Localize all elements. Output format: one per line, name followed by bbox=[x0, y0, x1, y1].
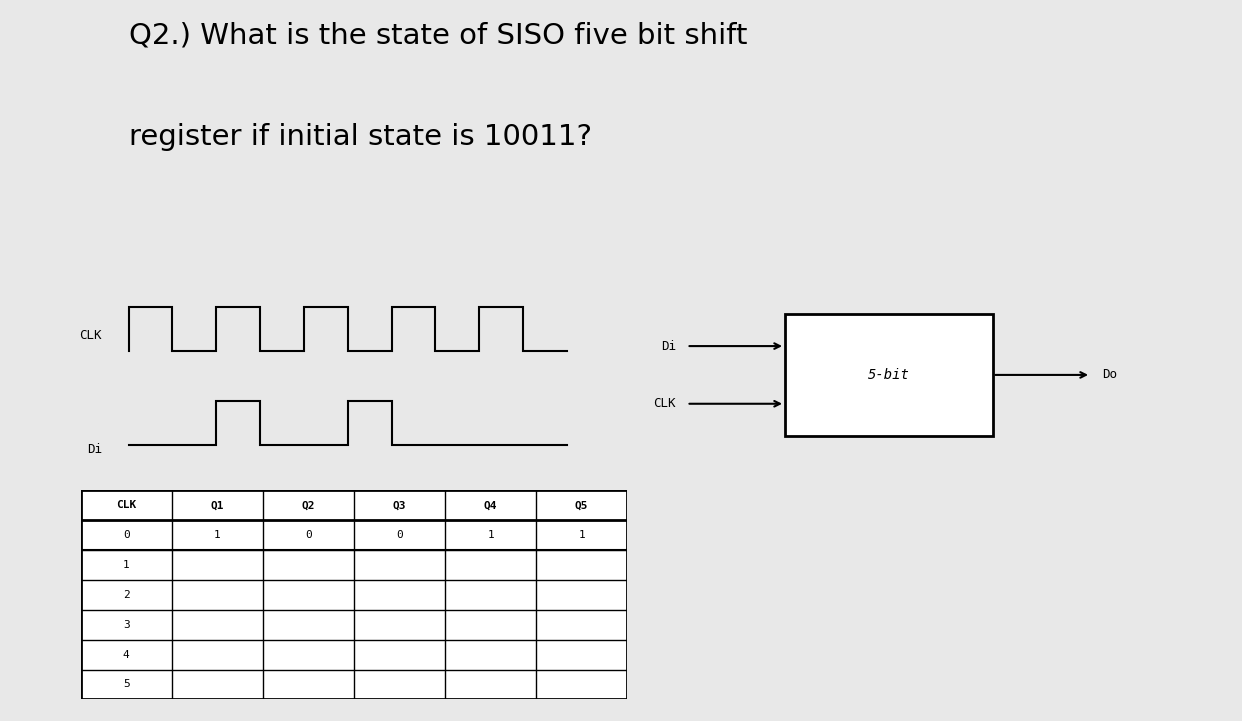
Text: Q1: Q1 bbox=[211, 500, 224, 510]
Text: 1: 1 bbox=[123, 560, 129, 570]
Bar bbox=[785, 314, 992, 436]
Text: 1: 1 bbox=[579, 530, 585, 540]
Text: Q4: Q4 bbox=[484, 500, 497, 510]
Text: CLK: CLK bbox=[653, 397, 676, 410]
Text: Do: Do bbox=[1102, 368, 1117, 381]
Text: Di: Di bbox=[661, 340, 676, 353]
Text: 5-bit: 5-bit bbox=[868, 368, 909, 382]
Text: 0: 0 bbox=[123, 530, 129, 540]
Text: Di: Di bbox=[87, 443, 102, 456]
Text: Q3: Q3 bbox=[392, 500, 406, 510]
Text: 1: 1 bbox=[214, 530, 221, 540]
Text: 2: 2 bbox=[123, 590, 129, 600]
Text: 1: 1 bbox=[487, 530, 494, 540]
Text: CLK: CLK bbox=[117, 500, 137, 510]
Text: 5: 5 bbox=[123, 679, 129, 689]
Text: 3: 3 bbox=[123, 619, 129, 629]
Text: Q2: Q2 bbox=[302, 500, 315, 510]
Text: Q2.) What is the state of SISO five bit shift: Q2.) What is the state of SISO five bit … bbox=[129, 22, 748, 50]
Text: 0: 0 bbox=[396, 530, 402, 540]
Text: CLK: CLK bbox=[79, 329, 102, 342]
Text: 4: 4 bbox=[123, 650, 129, 660]
Text: register if initial state is 10011?: register if initial state is 10011? bbox=[129, 123, 592, 151]
Text: Q5: Q5 bbox=[575, 500, 589, 510]
Text: 0: 0 bbox=[306, 530, 312, 540]
